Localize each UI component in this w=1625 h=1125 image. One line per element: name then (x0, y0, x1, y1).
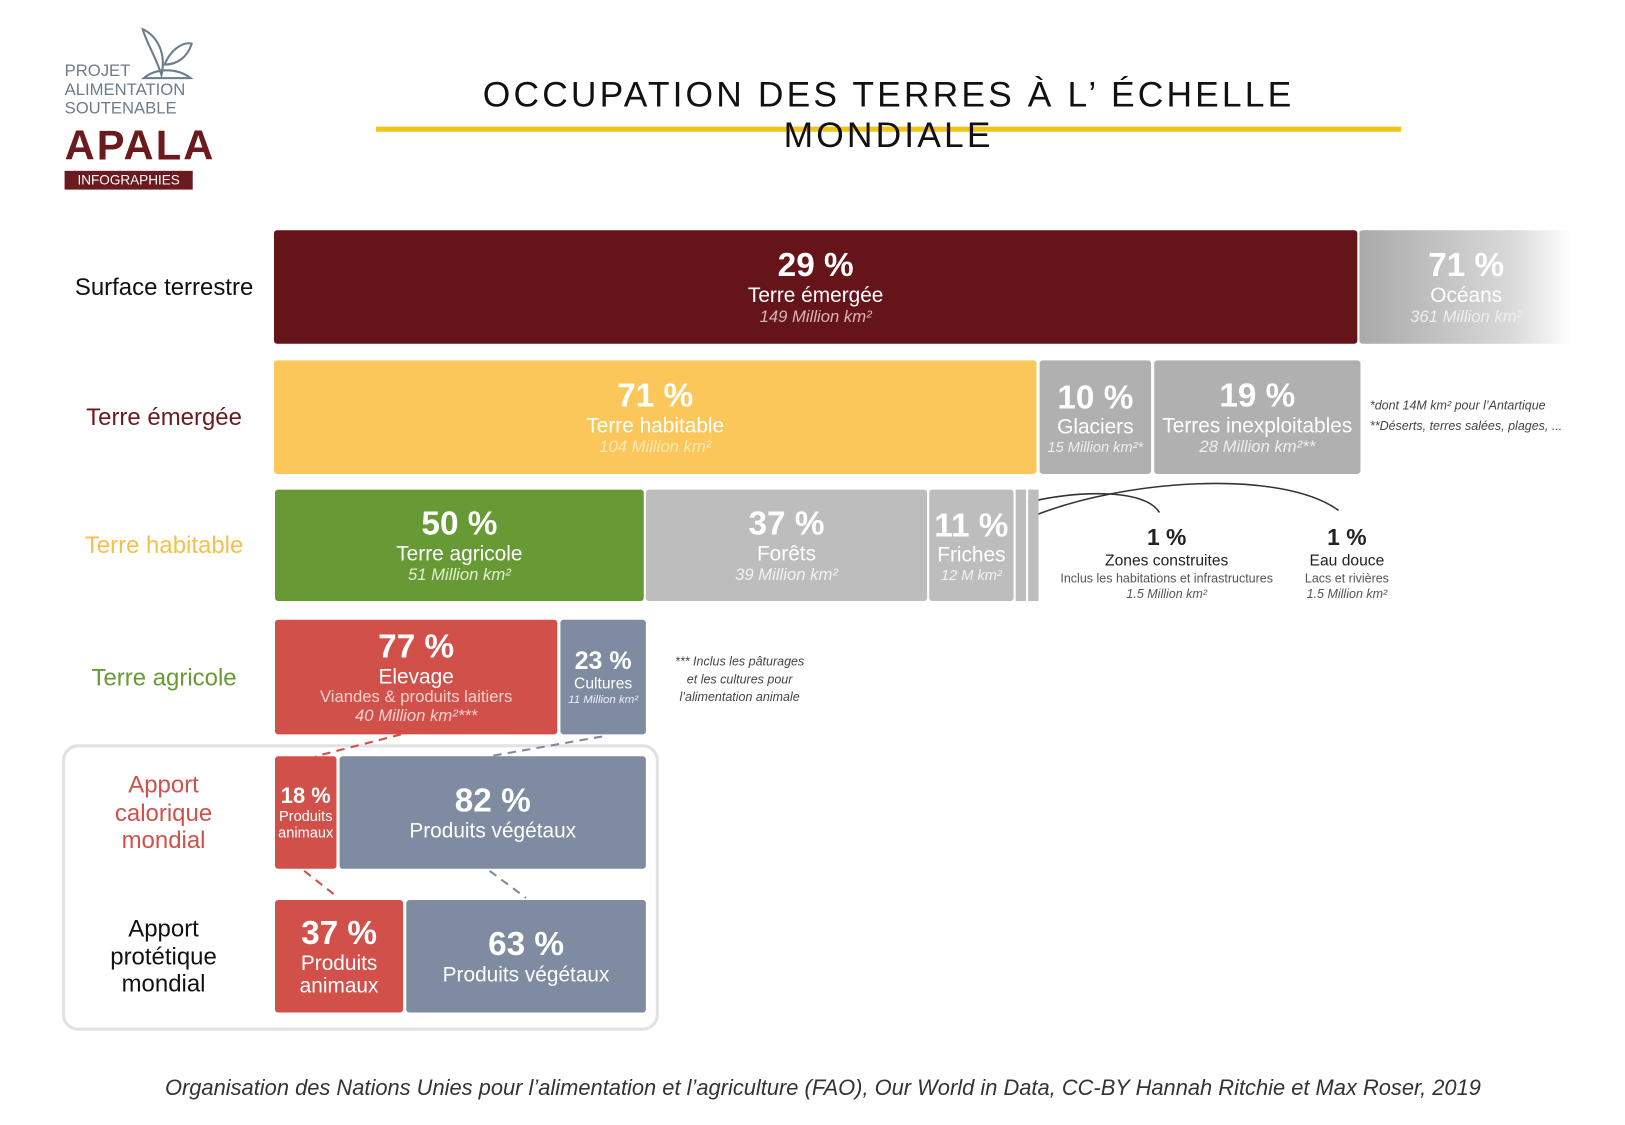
segment-detail: 15 Million km²* (1047, 438, 1144, 455)
segment: 23 % Cultures 11 Million km² (560, 619, 646, 735)
segment-detail: 12 M km² (940, 566, 1002, 584)
segment-percent: 82 % (454, 781, 531, 819)
row-label: Apport calorique mondial (114, 771, 213, 854)
segment-name: Forêts (756, 543, 817, 566)
callout-percent: 1 % (1146, 523, 1187, 551)
segment-name: Terre agricole (396, 543, 523, 566)
callout-detail: Inclus les habitations et infrastructure… (1060, 571, 1274, 586)
segment-detail: 104 Million km² (599, 438, 712, 456)
segment: 50 % Terre agricole 51 Million km² (275, 489, 644, 602)
source: Organisation des Nations Unies pour l’al… (164, 1076, 1481, 1101)
segment-percent: 37 % (301, 913, 378, 951)
callout-name: Eau douce (1309, 551, 1385, 570)
segment-percent: 63 % (488, 924, 565, 963)
callout: 1 % Zones construites Inclus les habitatio… (1031, 523, 1302, 602)
segment: 77 % Elevage Viandes & produits laitiers 40… (275, 619, 558, 735)
segment: 71 % Océans 361 Million km² (1359, 230, 1573, 344)
segment: 63 % Produits végétaux (406, 900, 646, 1013)
thin-segment (1028, 489, 1039, 602)
segment-name: Terre émergée (747, 284, 884, 308)
segment-name: Cultures (574, 674, 633, 693)
footnote: **Déserts, terres salées, plages, ... (1369, 418, 1563, 434)
segment: 29 % Terre émergée 149 Million km² (273, 230, 1358, 344)
segment: 11 % Friches 12 M km² (929, 489, 1014, 602)
segment-detail: 28 Million km²** (1199, 438, 1316, 456)
segment-detail: Viandes & produits laitiers (319, 688, 513, 707)
row-label: Terre habitable (84, 531, 244, 559)
segment-detail: 11 Million km² (568, 693, 639, 706)
segment: 82 % Produits végétaux (339, 756, 646, 869)
apport-box (61, 744, 659, 1031)
row-label: Terre agricole (91, 663, 237, 691)
logo-line: SOUTENABLE (64, 100, 177, 118)
segment-name: Friches (937, 544, 1006, 568)
segment-detail: 40 Million km²*** (355, 707, 478, 726)
segment-name: Produits végétaux (442, 963, 610, 987)
segment-name: Produits animaux (299, 951, 379, 998)
segment-percent: 19 % (1219, 376, 1296, 415)
segment-detail: 361 Million km² (1410, 307, 1523, 326)
footnote: l’alimentation animale (679, 689, 800, 705)
segment-name: Elevage (378, 665, 454, 689)
footnote: *dont 14M km² pour l’Antartique (1369, 397, 1546, 413)
segment: 18 % Produits animaux (275, 756, 337, 869)
segment-name: Glaciers (1057, 416, 1134, 439)
segment: 19 % Terres inexploitables 28 Million km²*… (1154, 360, 1361, 474)
footnote: et les cultures pour (686, 671, 793, 687)
segment-detail: 149 Million km² (759, 307, 872, 326)
segment-percent: 23 % (574, 646, 632, 676)
callout: 1 % Eau douce Lacs et rivières 1.5 Million … (1211, 523, 1482, 602)
segment-name: Produits végétaux (409, 819, 577, 843)
segment-percent: 50 % (421, 504, 498, 543)
segment-detail: 39 Million km² (735, 566, 838, 585)
footnote: *** Inclus les pâturages (674, 654, 805, 669)
segment-percent: 37 % (748, 504, 825, 543)
logo-text: PROJET ALIMENTATION SOUTENABLE (65, 63, 186, 119)
callout-detail: 1.5 Million km² (1126, 586, 1207, 602)
callout-percent: 1 % (1327, 523, 1367, 551)
row-label: Apport protétique mondial (110, 914, 217, 998)
segment-name: Océans (1430, 284, 1503, 308)
segment-name: Terre habitable (586, 414, 725, 438)
logo-line: ALIMENTATION (64, 81, 186, 99)
segment: 37 % Forêts 39 Million km² (645, 489, 928, 602)
connectors (303, 733, 603, 899)
callout-detail: 1.5 Million km² (1306, 586, 1388, 602)
segment: 71 % Terre habitable 104 Million km² (273, 360, 1037, 474)
segment-percent: 71 % (1428, 246, 1505, 284)
segment-percent: 29 % (777, 246, 854, 284)
thin-segment (1015, 489, 1027, 602)
title: OCCUPATION DES TERRES À L’ ÉCHELLE MONDI… (482, 75, 1295, 156)
logo-sprout (140, 27, 194, 80)
row-label: Terre émergée (86, 403, 242, 431)
segment-name: Produits animaux (278, 807, 334, 841)
segment: 10 % Glaciers 15 Million km²* (1039, 360, 1152, 474)
logo-brand: APALA (64, 122, 216, 169)
row-label: Surface terrestre (74, 273, 254, 301)
callout-lines (1027, 482, 1340, 517)
segment-percent: 10 % (1057, 377, 1134, 416)
segment-name: Terres inexploitables (1162, 414, 1353, 438)
logo-line: PROJET (64, 62, 131, 81)
logo-tag: INFOGRAPHIES (64, 170, 193, 190)
segment-percent: 77 % (378, 627, 455, 665)
segment-detail: 51 Million km² (407, 566, 511, 585)
callout-detail: Lacs et rivières (1304, 571, 1389, 586)
segment-percent: 18 % (280, 783, 331, 808)
segment: 37 % Produits animaux (275, 900, 404, 1013)
callout-name: Zones construites (1105, 551, 1229, 570)
segment-percent: 71 % (617, 376, 694, 415)
segment-percent: 11 % (934, 505, 1009, 544)
